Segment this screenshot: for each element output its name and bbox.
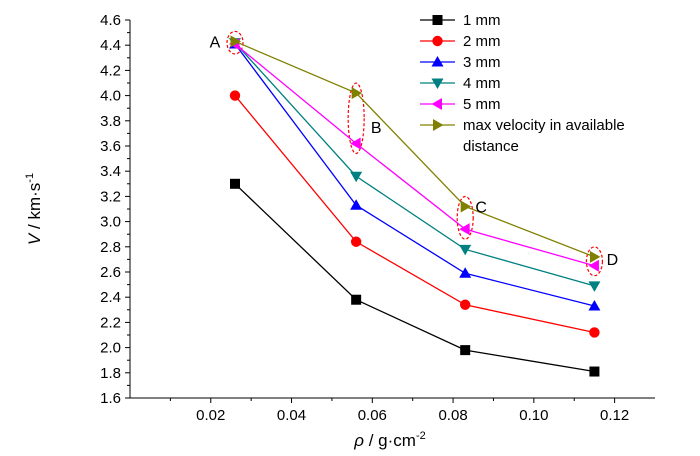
series-6	[230, 35, 601, 263]
series-1	[230, 178, 600, 377]
y-tick-label: 2.8	[100, 239, 121, 256]
series-line	[234, 42, 595, 287]
data-point	[230, 178, 240, 189]
series-4	[229, 38, 601, 292]
series-line	[234, 43, 595, 307]
series-2	[229, 90, 600, 338]
legend-label: max velocity in available	[463, 117, 625, 134]
y-axis-title: V / km·s-1	[24, 173, 44, 245]
y-tick-label: 4.0	[100, 88, 121, 105]
y-tick-label: 3.6	[100, 138, 121, 155]
y-tick-label: 3.2	[100, 188, 121, 205]
series-3	[229, 37, 601, 311]
data-point	[588, 259, 599, 272]
legend: 1 mm 2 mm 3 mm 4 mm 5 mm max velocity in avai…	[420, 12, 625, 155]
series-line	[234, 43, 595, 267]
data-point	[589, 366, 600, 377]
data-point	[460, 200, 472, 213]
series-line	[234, 183, 595, 373]
x-tick-label: 0.08	[438, 407, 467, 424]
data-point	[460, 345, 471, 356]
data-point	[351, 294, 362, 305]
annotation-ellipses	[226, 30, 604, 277]
annotation-label-a: A	[210, 34, 221, 51]
data-point	[229, 90, 241, 101]
y-tick-label: 1.6	[100, 390, 121, 407]
x-axis-title: ρ / g·cm-2	[353, 430, 425, 450]
legend-label: 4 mm	[463, 75, 501, 92]
x-tick-label: 0.02	[196, 407, 225, 424]
series-line	[234, 40, 595, 258]
legend-label: 1 mm	[463, 12, 501, 29]
legend-label: 3 mm	[463, 54, 501, 71]
data-point	[459, 299, 471, 310]
legend-marker	[432, 35, 443, 47]
legend-label: 2 mm	[463, 33, 501, 50]
y-axis-exponent: -1	[24, 173, 36, 183]
y-tick-label: 1.8	[100, 365, 121, 382]
annotation-label-c: C	[475, 199, 487, 216]
annotation-labels: A B C D	[210, 34, 619, 268]
y-axis-units: / km·s	[25, 183, 44, 234]
x-tick-label: 0.12	[600, 407, 629, 424]
annotation-ellipse-b	[347, 82, 365, 155]
annotation-label-b: B	[371, 120, 382, 137]
y-tick-label: 2.2	[100, 314, 121, 331]
y-tick-label: 3.0	[100, 214, 121, 231]
y-ticks: 1.6 1.8 2.0 2.2 2.4 2.6 2.8 3.0 3.2 3.4 3.6 3.8 4.0 4…	[100, 12, 130, 407]
annotation-ellipse-c	[456, 195, 474, 240]
data-point	[350, 171, 363, 183]
annotation-label-d: D	[607, 252, 619, 269]
x-tick-label: 0.10	[519, 407, 548, 424]
legend-item-2: 2 mm	[420, 33, 501, 50]
data-point	[588, 281, 601, 292]
series-line	[234, 95, 595, 334]
legend-item-5: 5 mm	[420, 96, 501, 113]
data-point	[350, 137, 361, 150]
data-point	[351, 87, 363, 100]
y-tick-label: 2.4	[100, 289, 121, 306]
legend-marker	[432, 15, 443, 25]
annotation-ellipse-d	[585, 246, 604, 277]
data-point	[589, 250, 601, 263]
data-point	[459, 244, 472, 256]
y-tick-label: 4.2	[100, 62, 121, 79]
legend-item-1: 1 mm	[420, 12, 501, 29]
x-ticks: 0.02 0.04 0.06 0.08 0.10 0.12	[169, 398, 629, 424]
y-axis-symbol: V	[25, 232, 44, 245]
series-5	[229, 37, 599, 272]
x-axis-symbol: ρ	[353, 431, 364, 450]
y-tick-label: 3.4	[100, 163, 121, 180]
axes-frame	[129, 20, 655, 399]
data-point	[459, 223, 470, 236]
data-point	[588, 300, 601, 311]
y-tick-label: 2.0	[100, 340, 121, 357]
legend-marker	[433, 119, 444, 131]
y-tick-label: 4.4	[100, 37, 121, 54]
data-point	[459, 267, 472, 278]
y-tick-label: 4.6	[100, 12, 121, 29]
legend-item-4: 4 mm	[420, 75, 501, 92]
y-tick-label: 2.6	[100, 264, 121, 281]
x-tick-label: 0.04	[277, 407, 306, 424]
x-tick-label: 0.06	[358, 407, 387, 424]
series-group	[229, 35, 601, 377]
y-tick-label: 3.8	[100, 113, 121, 130]
legend-marker	[431, 98, 442, 110]
data-point	[350, 236, 362, 247]
data-point	[589, 327, 600, 338]
x-axis-units: / g·cm	[364, 431, 416, 450]
legend-marker	[431, 56, 444, 67]
data-point	[350, 199, 363, 210]
x-axis-exponent: -2	[416, 430, 426, 442]
legend-item-6: max velocity in available distance	[420, 117, 625, 155]
annotation-ellipse-a	[226, 30, 244, 55]
legend-marker	[431, 78, 444, 89]
legend-item-3: 3 mm	[420, 54, 501, 71]
data-point	[230, 35, 241, 48]
legend-label: 5 mm	[463, 96, 501, 113]
legend-label: distance	[463, 138, 519, 155]
